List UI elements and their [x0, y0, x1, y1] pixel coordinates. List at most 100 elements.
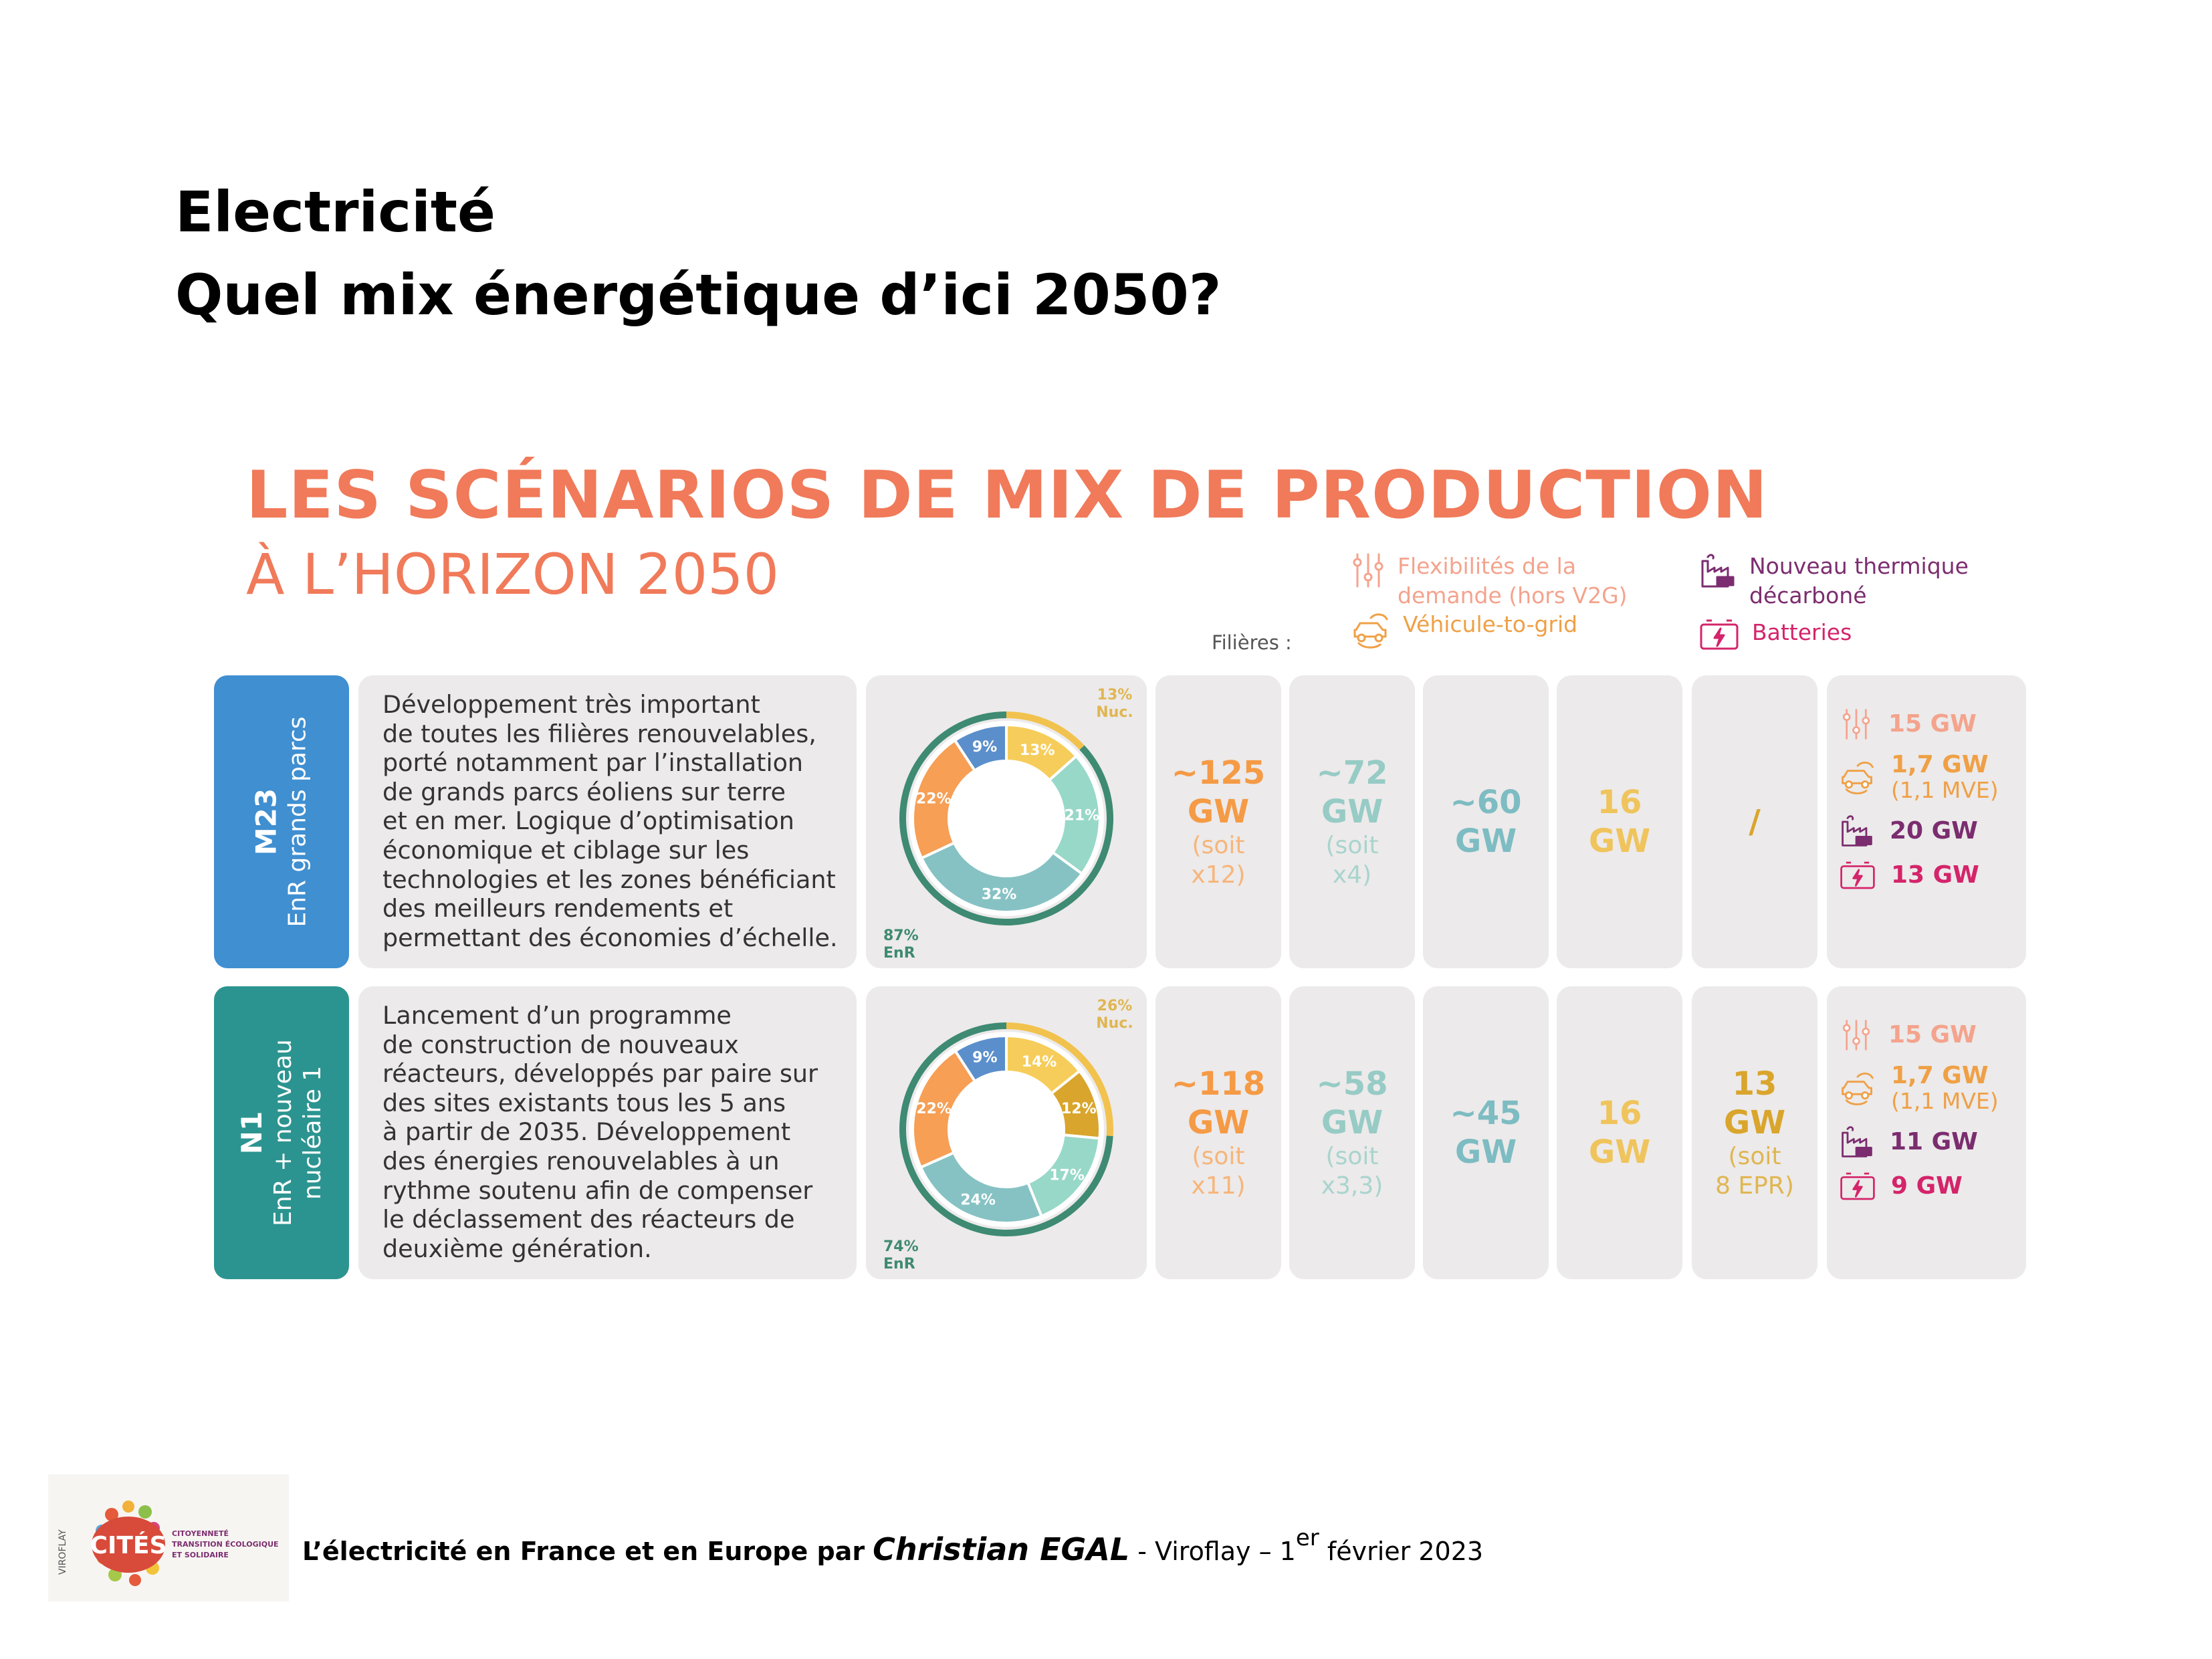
hydro-value: 16 [1597, 1095, 1642, 1132]
description-line: rythme soutenu afin de compenser [382, 1176, 813, 1205]
wind-onshore-unit: GW [1321, 793, 1384, 831]
nuclear-cell: / [1692, 675, 1817, 968]
flex-demand-row: 15 GW [1839, 707, 1999, 741]
legend-flexibility-line-2: demande (hors V2G) [1398, 582, 1628, 609]
description-line: Lancement d’un programme [382, 1001, 732, 1030]
footer-author: Christian EGAL [873, 1531, 1130, 1567]
car-plug-icon [1353, 613, 1388, 649]
scenario-subtitle: EnR + nouveau [269, 1039, 297, 1226]
nuc-share-label: Nuc. [1096, 1015, 1133, 1032]
flex-v2g-note: (1,1 MVE) [1891, 1088, 1999, 1114]
legend-thermal-line-2: décarboné [1749, 582, 1867, 609]
mix-donut-chart: 13%21%32%22%9%13%Nuc.87%EnR [883, 687, 1133, 962]
wind-onshore-note: x3,3) [1321, 1172, 1384, 1200]
mix-donut-chart: 14% 12% 17% 24% 22% 9% 26%Nuc. 74%EnR [883, 998, 1133, 1273]
pv-value: ~125 [1171, 754, 1266, 792]
description-line: deuxième génération. [382, 1234, 652, 1263]
flex-v2g-row: 1,7 GW (1,1 MVE) [1839, 1063, 1999, 1113]
wind-offshore-cell: ~45 GW [1423, 986, 1549, 1279]
footer-title: L’électricité en France et en Europe par [302, 1537, 865, 1566]
sliders-icon [1842, 709, 1870, 740]
slide-title: Electricité Quel mix énergétique d’ici 2… [175, 171, 1981, 336]
footer-text: L’électricité en France et en Europe par… [302, 1525, 1483, 1567]
flex-thermal-row: 11 GW [1839, 1124, 1999, 1160]
logo-side-text: VIROFLAY [58, 1529, 68, 1575]
nuc-ring-arc [1006, 711, 1085, 750]
donut-segment-label: 9% [972, 1050, 997, 1067]
donut-segment [911, 738, 977, 860]
wind-onshore-cell: ~72 GW (soit x4) [1289, 675, 1415, 968]
slide-title-line-2: Quel mix énergétique d’ici 2050? [175, 262, 1222, 328]
hydro-unit: GW [1588, 1133, 1651, 1171]
filieres-label: Filières : [1212, 631, 1292, 654]
legend-batteries-label: Batteries [1752, 619, 1852, 645]
description-line: à partir de 2035. Développement [382, 1117, 791, 1147]
flex-v2g-value: 1,7 GW [1891, 751, 1989, 778]
logo-tagline: TRANSITION ÉCOLOGIQUE [172, 1540, 279, 1549]
nuc-share-label: Nuc. [1096, 704, 1133, 721]
flex-demand-row: 15 GW [1839, 1018, 1999, 1052]
flex-batteries-row: 13 GW [1839, 860, 1999, 891]
wind-offshore-unit: GW [1454, 1133, 1517, 1171]
wind-onshore-value: ~72 [1316, 754, 1388, 792]
factory-icon [1842, 1126, 1872, 1157]
pv-note: (soit [1192, 1143, 1245, 1170]
pv-cell: ~125 GW (soit x12) [1155, 675, 1281, 968]
description-line: Développement très important [382, 690, 760, 719]
battery-icon [1700, 619, 1739, 650]
nuclear-note: (soit [1728, 1143, 1781, 1170]
wind-offshore-cell: ~60 GW [1423, 675, 1549, 968]
cites-logo-graphic: CITÉS VIROFLAY CITOYENNETÉ TRANSITION ÉC… [58, 1501, 279, 1586]
scenario-subtitle: nucléaire 1 [299, 1065, 326, 1200]
slide-title-line-1: Electricité [175, 179, 496, 245]
pv-unit: GW [1187, 1104, 1250, 1141]
description-line: des énergies renouvelables à un [382, 1146, 780, 1176]
car-plug-icon [1842, 762, 1874, 794]
description-line: des meilleurs rendements et [382, 894, 734, 923]
donut-segment [911, 1048, 977, 1170]
nuclear-unit: GW [1723, 1104, 1786, 1141]
pv-cell: ~118 GW (soit x11) [1155, 986, 1281, 1279]
nuc-share-label: 13% [1097, 687, 1133, 703]
wind-onshore-unit: GW [1321, 1104, 1384, 1141]
flex-v2g-value: 1,7 GW [1891, 1062, 1989, 1089]
enr-share-label: EnR [883, 945, 915, 962]
donut-segment-label: 12% [1061, 1101, 1097, 1117]
scenario-subtitle: EnR grands parcs [284, 716, 312, 927]
flex-v2g-note: (1,1 MVE) [1891, 777, 1999, 803]
wind-offshore-unit: GW [1454, 822, 1517, 860]
legend-thermal-line-1: Nouveau thermique [1749, 553, 1969, 579]
mix-donut-cell: 13% 21% 32% 22% 9% 13% Nuc. 87% EnR [866, 675, 1147, 968]
enr-share-label: 87% [883, 927, 919, 944]
flex-thermal-value: 20 GW [1890, 817, 1978, 845]
hydro-cell: 16 GW [1557, 675, 1682, 968]
flex-v2g-row: 1,7 GW (1,1 MVE) [1839, 752, 1999, 802]
enr-share-label: EnR [883, 1256, 915, 1273]
scenario-description: Développement très important de toutes l… [382, 690, 844, 952]
description-line: permettant des économies d’échelle. [382, 923, 838, 952]
donut-segment-label: 14% [1022, 1054, 1057, 1071]
flex-thermal-row: 20 GW [1839, 813, 1999, 849]
nuclear-note: 8 EPR) [1715, 1172, 1794, 1200]
donut-segment-label: 24% [960, 1192, 996, 1209]
wind-onshore-note: (soit [1325, 832, 1379, 859]
factory-icon [1842, 815, 1872, 847]
pv-note: (soit [1192, 832, 1245, 859]
donut-segment-label: 17% [1049, 1168, 1085, 1184]
description-line: réacteurs, développés par paire sur [382, 1059, 818, 1089]
description-line: des sites existants tous les 5 ans [382, 1088, 786, 1117]
wind-offshore-value: ~45 [1450, 1095, 1522, 1132]
donut-segment [919, 841, 1084, 913]
mix-donut-cell: 14% 12% 17% 24% 22% 9% 26% Nuc. 74% EnR [866, 986, 1147, 1279]
scenario-label-n1: N1 EnR + nouveau nucléaire 1 [214, 986, 349, 1279]
donut-segment-label: 13% [1020, 742, 1055, 759]
flex-batteries-value: 9 GW [1891, 1172, 1963, 1200]
pv-note: x11) [1191, 1172, 1246, 1200]
wind-onshore-note: (soit [1325, 1143, 1379, 1170]
nuclear-value: / [1749, 803, 1761, 841]
car-plug-icon [1842, 1073, 1874, 1105]
hydro-cell: 16 GW [1557, 986, 1682, 1279]
scenario-row-m23: M23 EnR grands parcs Développement très … [214, 675, 2026, 968]
flexibility-cell: 15 GW 1,7 GW (1,1 MVE) [1827, 986, 2026, 1279]
legend-v2g: Véhicule-to-grid [1351, 610, 1665, 650]
